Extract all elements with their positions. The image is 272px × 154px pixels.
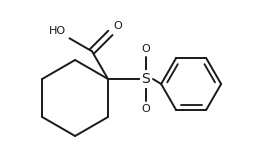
- Text: S: S: [142, 72, 150, 86]
- Text: HO: HO: [49, 26, 66, 36]
- Text: O: O: [142, 104, 150, 114]
- Text: O: O: [142, 44, 150, 54]
- Text: O: O: [113, 21, 122, 31]
